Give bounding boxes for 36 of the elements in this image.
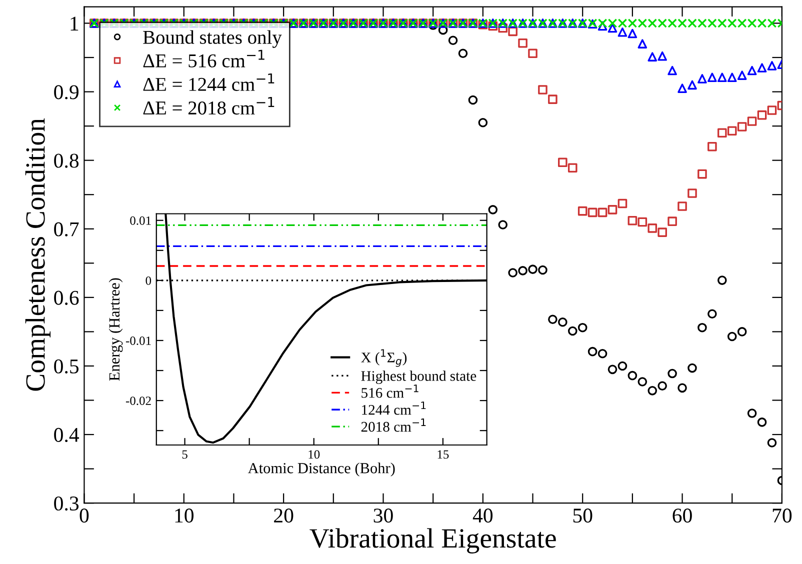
- x-tick-label: 0: [80, 508, 89, 523]
- x-axis-title: Vibrational Eigenstate: [310, 528, 556, 554]
- y-tick-label: 0.6: [54, 290, 79, 305]
- legend-label: ΔE = 2018 cm$^{−1}$: [143, 97, 274, 115]
- x-tick-label: 10: [175, 508, 194, 523]
- y-tick-label: 0.01: [130, 216, 151, 225]
- legend-label: 516 cm$^{−1}$: [362, 384, 418, 398]
- y-tick-label: -0.02: [126, 396, 151, 406]
- legend-label: X ($^{1}$Σ$_{g}$): [361, 349, 407, 367]
- x-tick-label: 30: [374, 508, 393, 523]
- x-tick-label: 20: [274, 508, 294, 523]
- y-tick-label: 0.8: [54, 154, 79, 168]
- x-tick-label: 70: [772, 508, 792, 523]
- legend-label: Bound states only: [143, 30, 282, 48]
- legend-label: ΔE = 516 cm$^{−1}$: [143, 50, 264, 68]
- x-tick-label: 10: [308, 450, 320, 459]
- x-tick-label: 50: [573, 508, 592, 523]
- y-tick-label: 0.4: [54, 428, 80, 442]
- y-tick-label: 1: [70, 16, 78, 30]
- y-tick-label: 0: [146, 276, 152, 285]
- y-tick-label: 0.5: [54, 359, 79, 374]
- y-tick-label: 0.7: [54, 222, 79, 236]
- x-tick-label: 15: [438, 450, 449, 459]
- legend-label: ΔE = 1244 cm$^{−1}$: [143, 73, 274, 91]
- y-axis-title: Completeness Condition: [25, 118, 51, 391]
- legend-label: Highest bound state: [361, 370, 476, 384]
- y-tick-label: 0.3: [54, 496, 79, 511]
- legend-label: 2018 cm$^{−1}$: [361, 418, 426, 432]
- y-axis-title: Energy (Hartree): [108, 278, 123, 381]
- x-tick-label: 60: [672, 508, 692, 523]
- legend-label: 1244 cm$^{−1}$: [362, 402, 426, 415]
- x-tick-label: 40: [472, 508, 493, 523]
- y-tick-label: -0.01: [126, 336, 151, 345]
- x-tick-label: 5: [182, 450, 188, 459]
- x-axis-title: Atomic Distance (Bohr): [248, 462, 395, 476]
- y-tick-label: 0.9: [54, 85, 78, 100]
